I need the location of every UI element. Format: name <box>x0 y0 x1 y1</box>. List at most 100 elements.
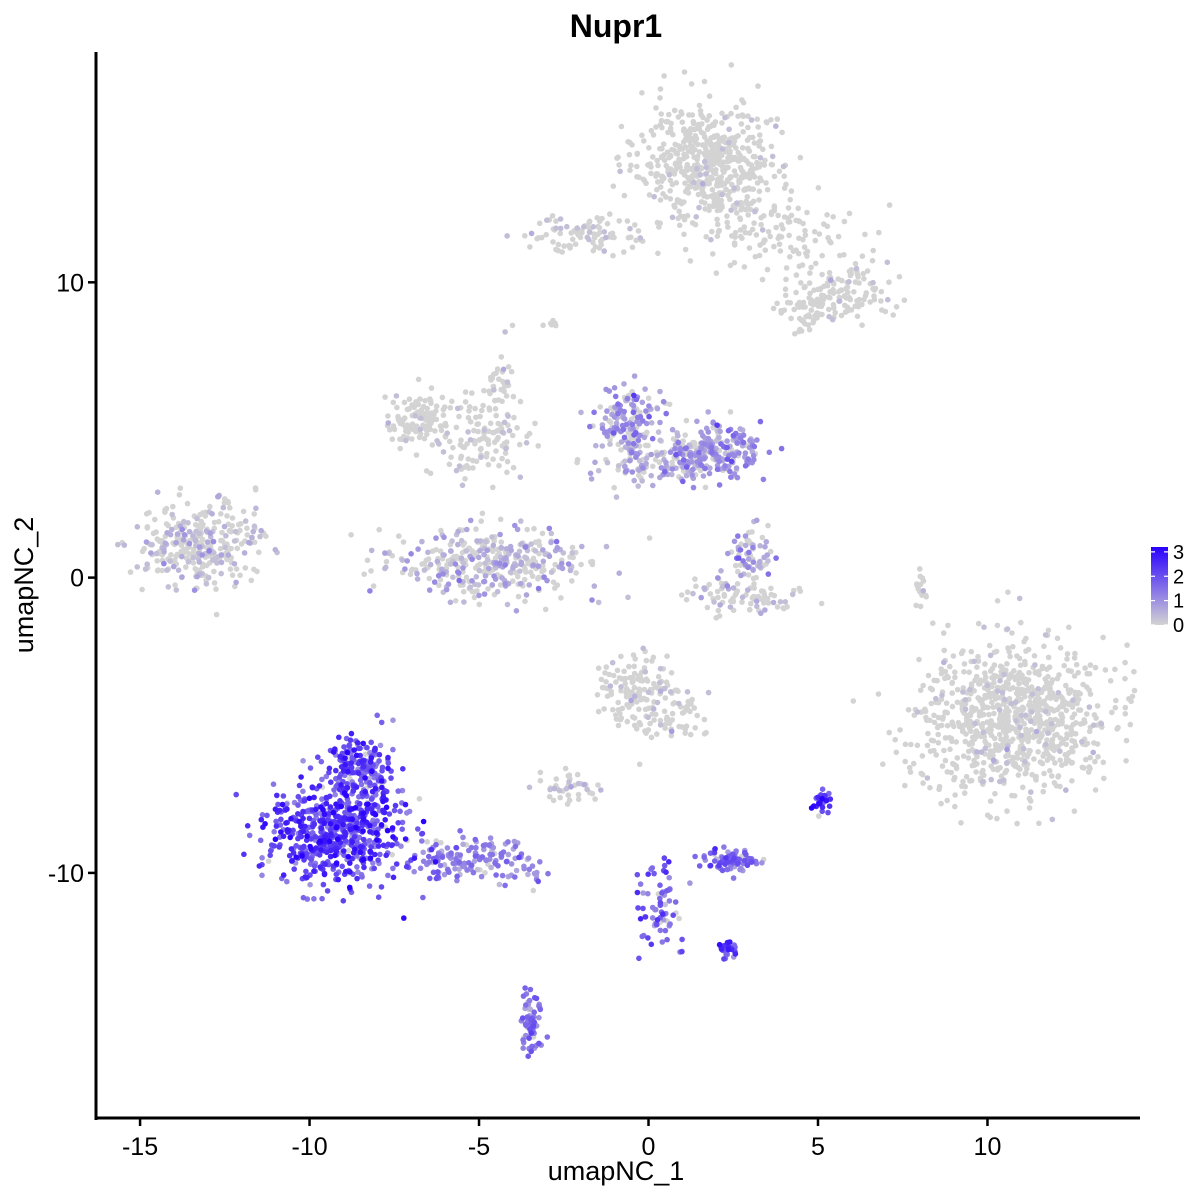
cell-point <box>620 426 627 433</box>
cell-point <box>615 699 621 706</box>
cell-point <box>229 572 236 578</box>
cell-point <box>914 742 921 749</box>
cell-point <box>602 670 608 676</box>
cell-point <box>936 783 943 790</box>
cell-point <box>601 229 608 235</box>
cell-point <box>676 723 682 730</box>
cell-point <box>1073 661 1080 668</box>
cell-point <box>676 156 682 163</box>
cell-point <box>655 673 662 680</box>
cell-point <box>731 168 738 174</box>
cell-point <box>779 129 785 136</box>
cell-point <box>372 745 378 752</box>
cell-point <box>594 692 601 698</box>
cell-point <box>265 858 272 864</box>
cell-point <box>473 526 479 532</box>
cell-point <box>482 573 489 579</box>
cell-point <box>768 161 775 168</box>
cell-point <box>346 742 352 749</box>
cell-point <box>180 537 187 543</box>
cell-point <box>276 807 283 814</box>
cell-point <box>468 844 475 851</box>
cell-point <box>628 162 634 169</box>
cell-point <box>441 404 448 410</box>
cell-point <box>393 393 400 399</box>
cell-point <box>1014 750 1021 756</box>
cell-point <box>690 120 697 127</box>
cell-point <box>656 224 662 230</box>
cell-point <box>646 145 652 151</box>
cell-point <box>318 758 325 765</box>
cell-point <box>607 231 614 237</box>
cell-point <box>287 834 294 841</box>
cell-point <box>143 539 150 545</box>
cell-point <box>316 852 323 858</box>
cell-point <box>719 867 726 874</box>
cell-point <box>1087 691 1094 697</box>
cell-point <box>272 546 279 553</box>
cell-point <box>599 425 606 432</box>
cell-point <box>1009 792 1015 799</box>
cell-point <box>716 941 723 948</box>
cell-point <box>419 838 425 844</box>
cell-point <box>464 526 470 533</box>
cell-point <box>669 710 676 717</box>
cell-point <box>751 581 757 587</box>
cell-point <box>745 212 751 218</box>
cell-point <box>323 773 330 780</box>
cell-point <box>427 470 434 477</box>
cell-point <box>674 197 681 203</box>
cell-point <box>390 874 397 881</box>
cell-point <box>621 668 627 675</box>
cell-point <box>567 567 574 574</box>
cell-point <box>356 745 362 752</box>
cell-point <box>743 206 749 213</box>
cell-point <box>668 120 674 127</box>
cell-point <box>628 449 635 456</box>
cell-point <box>728 62 735 68</box>
cell-point <box>527 986 534 993</box>
cell-point <box>819 804 826 810</box>
cell-point <box>1016 680 1022 687</box>
cell-point <box>1041 643 1047 650</box>
cell-point <box>751 140 758 146</box>
cell-point <box>578 561 584 568</box>
cell-point <box>714 145 720 151</box>
cell-point <box>529 1043 535 1050</box>
cell-point <box>595 782 601 788</box>
cell-point <box>775 212 781 219</box>
cell-point <box>440 449 447 455</box>
cell-point <box>986 742 992 748</box>
cell-point <box>718 178 724 184</box>
cell-point <box>399 787 406 794</box>
cell-point <box>713 198 719 204</box>
cell-point <box>692 853 698 860</box>
x-axis-ticks: -15 -10 -5 0 5 10 <box>122 1118 1001 1161</box>
cell-point <box>621 434 628 441</box>
cell-point <box>723 186 729 193</box>
cell-point <box>735 113 741 119</box>
cell-point <box>988 763 994 769</box>
legend-label: 1 <box>1173 591 1184 613</box>
cell-point <box>631 693 638 700</box>
cell-point <box>719 191 725 198</box>
cell-point <box>927 685 934 692</box>
cell-point <box>878 288 885 295</box>
cell-point <box>701 150 707 157</box>
cell-point <box>935 714 942 721</box>
cell-point <box>971 688 977 694</box>
cell-point <box>480 402 486 409</box>
cell-point <box>461 444 468 451</box>
cell-point <box>1020 784 1026 791</box>
cell-point <box>509 432 516 439</box>
cell-point <box>1098 720 1105 727</box>
cell-point <box>740 558 746 564</box>
cell-point <box>693 214 699 220</box>
cell-point <box>1004 808 1010 814</box>
cell-point <box>522 598 528 605</box>
cell-point <box>623 685 630 692</box>
cell-point <box>564 801 571 807</box>
cell-point <box>1079 738 1085 745</box>
cell-point <box>781 185 788 191</box>
cell-point <box>1014 708 1021 715</box>
